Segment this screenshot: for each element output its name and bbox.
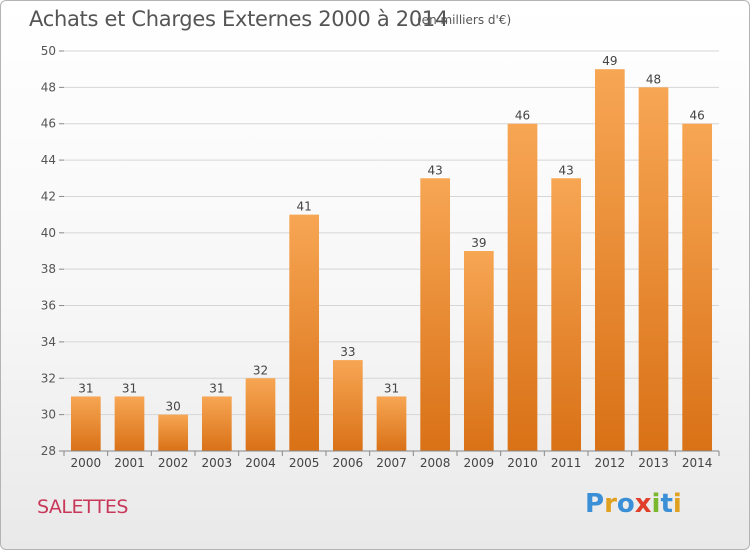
x-tick-label: 2004 [245,456,276,470]
y-tick-label: 38 [41,262,56,276]
data-label: 49 [602,54,617,68]
logo-letter: i [672,489,682,519]
y-tick-label: 40 [41,226,56,240]
y-tick-label: 36 [41,299,56,313]
bar-2005 [289,214,320,451]
logo-letter: x [634,489,652,519]
x-tick-label: 2002 [158,456,189,470]
data-label: 31 [78,381,93,395]
bar-2014 [682,123,713,452]
logo-letter: i [651,489,661,519]
logo-letter: r [604,489,617,519]
logo-letter: o [616,489,635,519]
bar-2009 [463,251,494,451]
data-label: 31 [384,381,399,395]
x-tick-label: 2000 [71,456,102,470]
data-label: 31 [209,381,224,395]
bar-2000 [70,396,101,451]
data-label: 46 [515,109,530,123]
x-tick-label: 2011 [551,456,582,470]
x-axis-ticks: 2000 2001 2002 2003 2004 2005 2006 2007 2008 2009… [63,451,720,470]
bar-2007 [376,396,407,451]
y-tick-label: 46 [41,117,56,131]
proxiti-logo: Proxiti [585,489,682,519]
data-label: 43 [428,163,443,177]
x-tick-label: 2013 [638,456,669,470]
x-tick-label: 2006 [333,456,364,470]
bar-2010 [507,123,538,452]
y-tick-label: 32 [41,371,56,385]
data-labels: 31 31 30 31 32 41 33 31 43 39 46 43 49 48 46 [78,54,705,413]
bar-2012 [594,69,625,451]
bar-2003 [201,396,232,451]
logo-letter: t [660,489,673,519]
chart-subtitle: (en milliers d'€) [417,13,512,27]
data-label: 33 [340,345,355,359]
bar-2004 [245,378,276,451]
x-tick-label: 2012 [595,456,626,470]
bar-2002 [158,414,189,451]
x-tick-label: 2010 [507,456,538,470]
bar-2006 [332,360,363,451]
y-tick-label: 30 [41,408,56,422]
chart-title: Achats et Charges Externes 2000 à 2014 [29,7,449,31]
data-label: 46 [690,109,705,123]
data-label: 30 [166,400,181,414]
x-tick-label: 2008 [420,456,451,470]
town-name: SALETTES [37,496,128,518]
y-tick-label: 34 [41,335,56,349]
y-axis-ticks: 28 30 32 34 36 38 40 42 44 46 48 50 [41,44,64,458]
bar-2001 [114,396,145,451]
x-tick-label: 2007 [376,456,407,470]
x-tick-label: 2001 [114,456,145,470]
x-tick-label: 2003 [202,456,233,470]
logo-letter: P [585,489,605,519]
y-tick-label: 28 [41,444,56,458]
y-tick-label: 50 [41,44,56,58]
bars [70,69,713,452]
y-tick-label: 44 [41,153,56,167]
y-tick-label: 42 [41,189,56,203]
data-label: 41 [297,200,312,214]
data-label: 43 [559,163,574,177]
bar-2008 [420,178,451,452]
data-label: 32 [253,363,268,377]
x-tick-label: 2009 [464,456,495,470]
y-tick-label: 48 [41,80,56,94]
x-tick-label: 2005 [289,456,320,470]
data-label: 31 [122,381,137,395]
x-tick-label: 2014 [682,456,713,470]
data-label: 39 [471,236,486,250]
bar-2011 [551,178,582,452]
data-label: 48 [646,72,661,86]
bar-2013 [638,87,669,451]
